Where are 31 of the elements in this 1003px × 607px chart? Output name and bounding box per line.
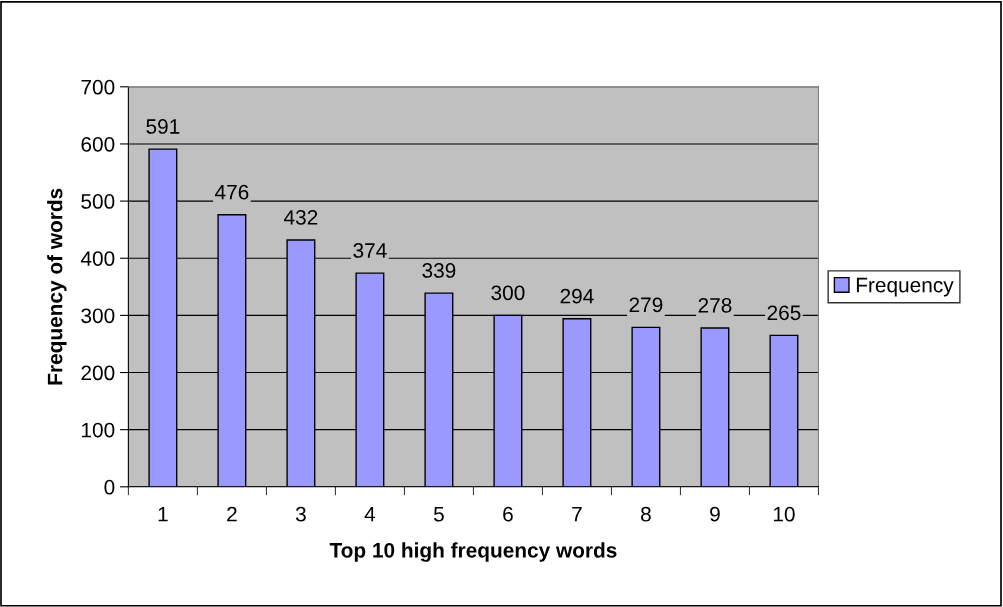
x-tick-label: 7 [572, 507, 582, 522]
data-label: 279 [629, 297, 663, 313]
data-label: 265 [767, 305, 801, 321]
x-tick-label: 4 [364, 507, 376, 522]
data-label: 591 [146, 119, 180, 134]
y-tick-label: 100 [82, 422, 115, 438]
x-tick-label: 5 [433, 507, 444, 522]
x-axis-title: Top 10 high frequency words [329, 542, 617, 562]
data-label: 432 [284, 209, 318, 225]
data-label: 374 [353, 243, 387, 258]
y-tick-label: 700 [81, 79, 115, 95]
data-label: 339 [422, 263, 456, 278]
y-tick-label: 300 [81, 308, 115, 324]
y-tick-label: 600 [81, 136, 115, 152]
legend-label: Frequency [856, 277, 954, 297]
y-tick-label: 0 [104, 479, 115, 495]
x-tick-label: 6 [503, 506, 513, 522]
data-label: 278 [698, 297, 732, 313]
x-tick-label: 8 [641, 506, 651, 522]
data-label: 294 [560, 288, 594, 304]
x-tick-label: 2 [227, 506, 237, 522]
y-tick-label: 400 [80, 251, 115, 266]
x-tick-label: 10 [773, 506, 795, 522]
x-tick-label: 9 [710, 506, 720, 522]
y-axis-title: Frequency of words [47, 188, 67, 385]
y-tick-label: 200 [81, 365, 115, 381]
data-label: 300 [491, 285, 525, 301]
x-tick-label: 3 [295, 506, 306, 522]
y-tick-label: 500 [81, 194, 115, 209]
x-tick-label: 1 [158, 507, 168, 522]
data-label: 476 [214, 184, 249, 200]
